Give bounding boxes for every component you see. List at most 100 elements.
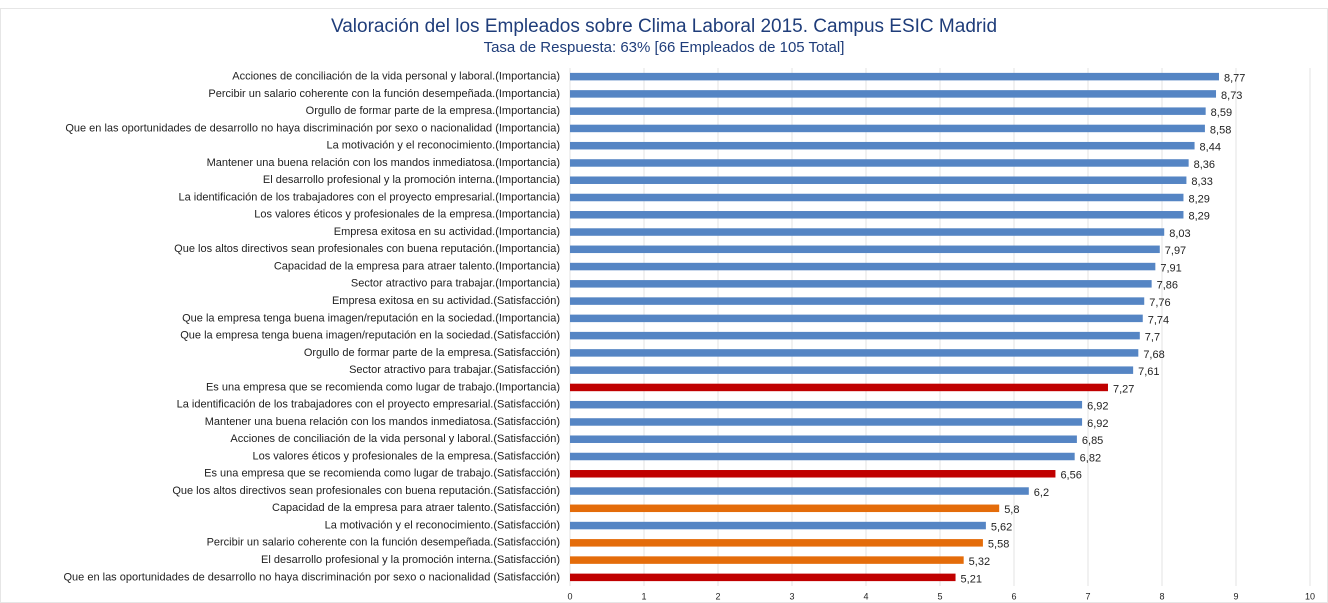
value-label: 7,27: [1113, 383, 1134, 395]
x-tick-label: 4: [863, 591, 868, 601]
bar: [570, 107, 1206, 115]
y-tick-label: El desarrollo profesional y la promoción…: [261, 554, 560, 566]
x-tick-label: 8: [1159, 591, 1164, 601]
bar: [570, 176, 1187, 184]
bar: [570, 141, 1195, 150]
y-tick-label: Capacidad de la empresa para atraer tale…: [272, 502, 560, 514]
value-label: 8,73: [1221, 90, 1242, 102]
y-tick-label: Que en las oportunidades de desarrollo n…: [65, 122, 560, 134]
y-tick-label: Es una empresa que se recomienda como lu…: [206, 381, 560, 393]
bar: [570, 400, 1083, 409]
bar: [570, 487, 1029, 495]
bar: [570, 556, 964, 564]
y-tick-label: Capacidad de la empresa para atraer tale…: [274, 260, 560, 272]
bar: [570, 314, 1143, 323]
value-label: 7,91: [1160, 262, 1181, 274]
value-label: 7,7: [1145, 332, 1160, 344]
y-tick-label: Que la empresa tenga buena imagen/reputa…: [182, 312, 560, 324]
x-tick-label: 1: [641, 591, 646, 601]
bar: [570, 539, 983, 547]
y-tick-label: El desarrollo profesional y la promoción…: [263, 174, 560, 186]
bar: [570, 504, 1000, 513]
x-tick-label: 3: [789, 591, 794, 601]
value-label: 5,8: [1004, 504, 1019, 516]
y-tick-label: Orgullo de formar parte de la empresa.(S…: [304, 347, 560, 359]
bar: [570, 366, 1134, 374]
bar: [570, 72, 1219, 81]
value-label: 7,61: [1138, 366, 1159, 378]
value-label: 6,92: [1087, 401, 1108, 413]
value-label: 8,44: [1200, 142, 1221, 154]
bar: [570, 331, 1140, 340]
value-label: 8,77: [1224, 73, 1245, 85]
y-tick-label: Acciones de conciliación de la vida pers…: [230, 433, 560, 445]
bar: [570, 297, 1145, 305]
bar: [570, 349, 1139, 357]
value-label: 8,59: [1211, 107, 1232, 119]
x-tick-label: 5: [937, 591, 942, 601]
bar: [570, 245, 1160, 254]
value-label: 7,97: [1165, 245, 1186, 257]
bar: [570, 435, 1077, 443]
y-tick-label: Es una empresa que se recomienda como lu…: [204, 468, 560, 480]
value-label: 8,29: [1188, 193, 1209, 205]
y-tick-label: La identificación de los trabajadores co…: [178, 191, 560, 203]
bar: [570, 90, 1217, 98]
y-tick-label: Que los altos directivos sean profesiona…: [174, 243, 560, 255]
y-tick-label: Sector atractivo para trabajar.(Satisfac…: [349, 364, 560, 376]
bar: [570, 228, 1165, 236]
y-tick-label: Sector atractivo para trabajar.(Importan…: [351, 278, 560, 290]
bar: [570, 418, 1083, 426]
x-tick-label: 9: [1233, 591, 1238, 601]
chart-title: Valoración del los Empleados sobre Clima…: [331, 16, 997, 37]
value-label: 8,29: [1188, 211, 1209, 223]
y-tick-label: Mantener una buena relación con los mand…: [205, 416, 560, 428]
bar: [570, 280, 1152, 288]
value-label: 6,56: [1060, 470, 1081, 482]
value-label: 8,33: [1191, 176, 1212, 188]
x-tick-label: 0: [567, 591, 572, 601]
value-label: 5,62: [991, 521, 1012, 533]
y-tick-label: Los valores éticos y profesionales de la…: [254, 209, 560, 221]
y-tick-label: La identificación de los trabajadores co…: [177, 399, 560, 411]
value-label: 6,82: [1080, 452, 1101, 464]
y-tick-label: Empresa exitosa en su actividad.(Satisfa…: [332, 295, 560, 307]
value-label: 6,85: [1082, 435, 1103, 447]
y-tick-label: La motivación y el reconocimiento.(Impor…: [326, 140, 560, 152]
bar: [570, 383, 1108, 392]
bar: [570, 124, 1205, 133]
chart-subtitle: Tasa de Respuesta: 63% [66 Empleados de …: [484, 39, 845, 56]
value-label: 6,2: [1034, 487, 1049, 499]
value-label: 7,76: [1149, 297, 1170, 309]
bar: [570, 193, 1184, 202]
value-label: 6,92: [1087, 418, 1108, 430]
value-label: 7,74: [1148, 314, 1169, 326]
value-label: 8,58: [1210, 124, 1231, 136]
y-tick-label: Que los altos directivos sean profesiona…: [172, 485, 560, 497]
value-label: 7,86: [1157, 280, 1178, 292]
value-label: 7,68: [1143, 349, 1164, 361]
x-tick-label: 2: [715, 591, 720, 601]
value-label: 5,58: [988, 539, 1009, 551]
bar: [570, 211, 1184, 219]
bar: [570, 159, 1189, 167]
bar: [570, 262, 1156, 271]
x-tick-label: 10: [1305, 591, 1315, 601]
bar: [570, 452, 1075, 461]
value-label: 8,03: [1169, 228, 1190, 240]
y-tick-label: Que la empresa tenga buena imagen/reputa…: [180, 330, 560, 342]
bar: [570, 521, 986, 530]
y-tick-label: La motivación y el reconocimiento.(Satis…: [325, 519, 560, 531]
y-tick-label: Los valores éticos y profesionales de la…: [252, 450, 560, 462]
y-tick-label: Empresa exitosa en su actividad.(Importa…: [334, 226, 560, 238]
y-tick-label: Mantener una buena relación con los mand…: [207, 157, 560, 169]
y-tick-label: Acciones de conciliación de la vida pers…: [232, 71, 560, 83]
bar: [570, 573, 956, 582]
y-tick-label: Orgullo de formar parte de la empresa.(I…: [306, 105, 560, 117]
value-label: 8,36: [1194, 159, 1215, 171]
bar: [570, 470, 1056, 478]
x-tick-label: 7: [1085, 591, 1090, 601]
y-tick-label: Percibir un salario coherente con la fun…: [207, 537, 560, 549]
value-label: 5,21: [961, 573, 982, 585]
